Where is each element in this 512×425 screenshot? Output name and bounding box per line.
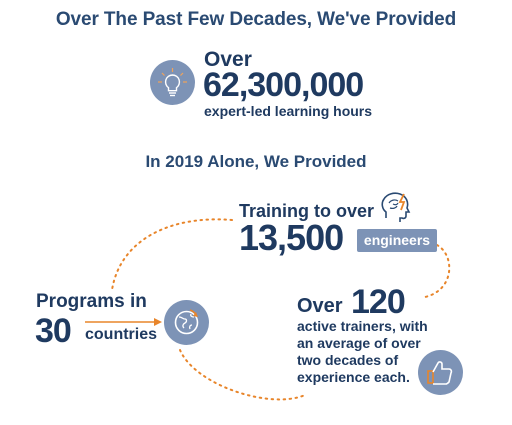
hours-label: expert-led learning hours <box>204 103 373 119</box>
brain-icon <box>378 188 416 226</box>
section-title: In 2019 Alone, We Provided <box>145 152 367 171</box>
thumbs-up-icon <box>418 350 463 395</box>
page-title: Over The Past Few Decades, We've Provide… <box>55 9 457 30</box>
trainers-description: active trainers, with an average of over… <box>297 318 457 386</box>
globe-icon <box>164 300 209 345</box>
countries-prefix: Programs in <box>36 291 147 312</box>
countries-value: 30 <box>35 312 72 350</box>
hours-value: 62,300,000 <box>203 66 364 104</box>
hours-prefix: Over <box>204 48 252 71</box>
trainers-prefix: Over <box>297 295 343 317</box>
countries-label: countries <box>85 326 158 343</box>
lightbulb-icon <box>150 60 195 105</box>
engineers-badge: engineers <box>357 229 437 252</box>
trainers-line: an average of over <box>297 335 421 351</box>
engineers-prefix: Training to over <box>239 201 375 221</box>
trainers-line: active trainers, with <box>297 318 428 334</box>
engineers-value: 13,500 <box>239 217 344 258</box>
trainers-line: two decades of <box>297 352 399 368</box>
trainers-value: 120 <box>351 283 406 321</box>
trainers-line: experience each. <box>297 369 410 385</box>
